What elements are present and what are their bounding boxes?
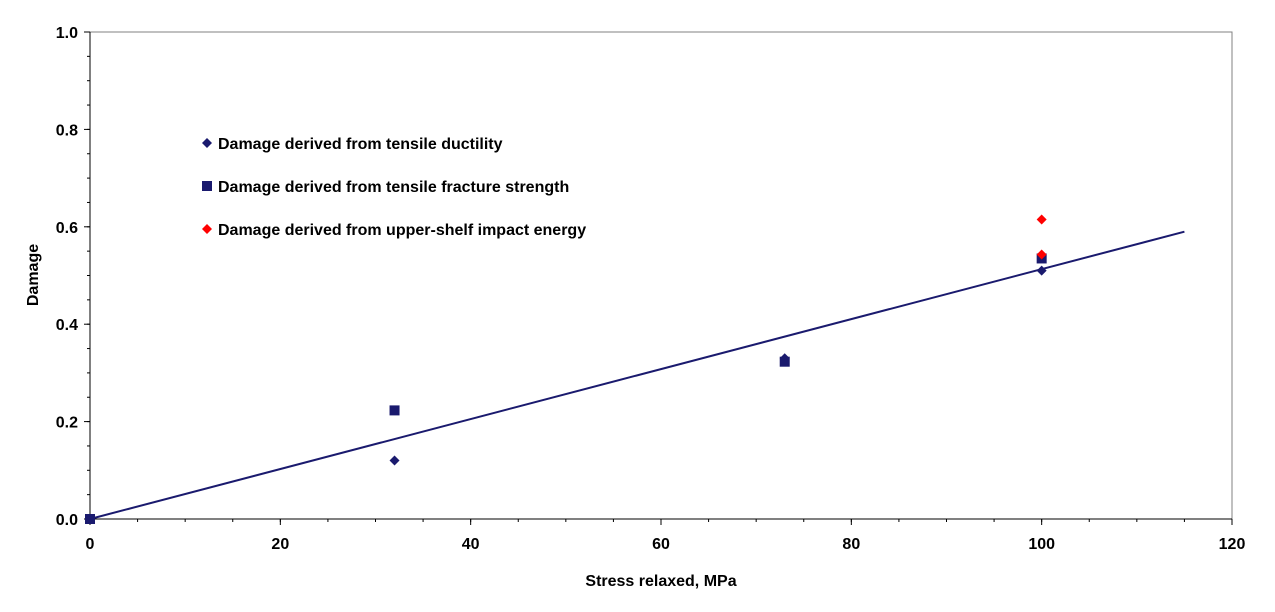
x-tick-label: 100 — [1028, 536, 1055, 553]
legend-label-2: Damage derived from tensile fracture str… — [218, 179, 569, 196]
data-points — [85, 214, 1047, 524]
axes: 0.0 0.2 0.4 0.6 0.8 1.0 0 20 40 60 80 100 120 — [56, 25, 1246, 553]
data-point-series-2 — [389, 405, 400, 416]
legend-marker-2 — [202, 181, 212, 191]
y-tick-label: 0.6 — [56, 220, 78, 237]
trendline — [89, 230, 1185, 520]
data-point-series-3 — [1036, 249, 1047, 260]
x-tick-label: 60 — [652, 536, 670, 553]
data-point-series-1 — [1036, 265, 1047, 276]
legend-marker-3 — [202, 224, 212, 234]
y-tick-label: 1.0 — [56, 25, 78, 42]
legend: Damage derived from tensile ductility Dam… — [202, 136, 586, 239]
y-tick-label: 0.0 — [56, 512, 78, 529]
trendline-group — [89, 230, 1185, 520]
y-tick-label: 0.4 — [56, 317, 78, 334]
data-point-series-3 — [1036, 214, 1047, 225]
y-tick-label: 0.2 — [56, 415, 78, 432]
y-tick-label: 0.8 — [56, 122, 78, 139]
legend-label-3: Damage derived from upper-shelf impact e… — [218, 222, 586, 239]
x-tick-label: 80 — [842, 536, 860, 553]
legend-label-1: Damage derived from tensile ductility — [218, 136, 503, 153]
x-axis-title: Stress relaxed, MPa — [585, 573, 736, 590]
data-point-series-2 — [779, 356, 790, 367]
x-tick-label: 20 — [271, 536, 289, 553]
legend-marker-1 — [202, 138, 212, 148]
data-point-series-1 — [389, 455, 400, 466]
x-tick-label: 120 — [1219, 536, 1246, 553]
x-tick-label: 40 — [462, 536, 480, 553]
y-axis-title: Damage — [25, 244, 42, 306]
x-tick-label: 0 — [86, 536, 95, 553]
plot-area-frame — [89, 31, 1233, 520]
data-point-series-2 — [85, 514, 95, 524]
